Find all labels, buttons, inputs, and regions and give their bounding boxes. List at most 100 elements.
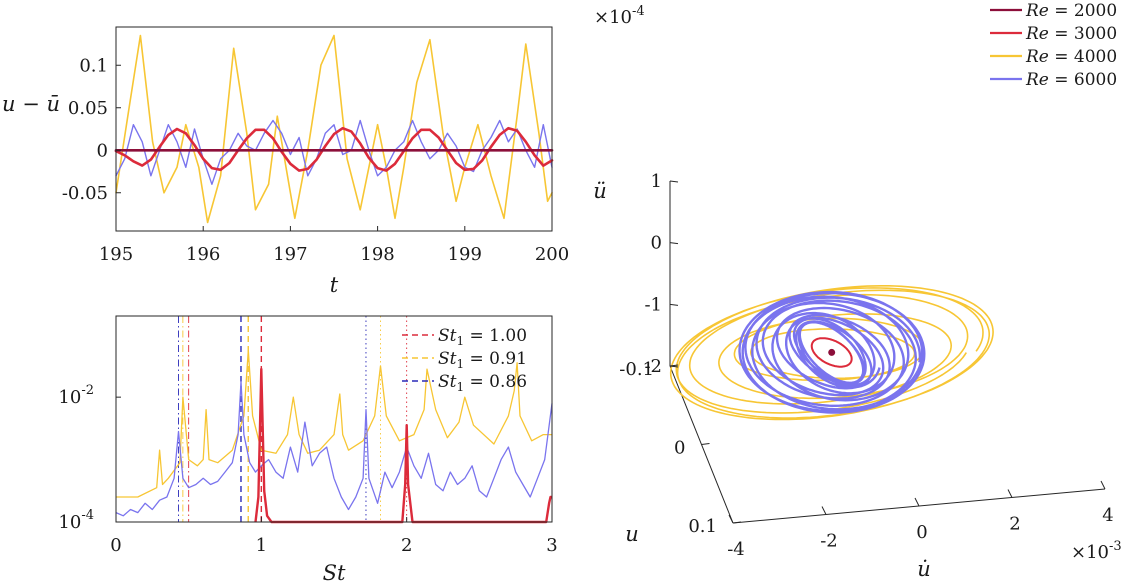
- phase-z-multiplier-base: ×10: [594, 7, 632, 28]
- timeseries-xtick-label: 200: [535, 244, 569, 265]
- spectrum-ytick-base: 10: [58, 512, 81, 533]
- phase-legend-value: = 3000: [1049, 24, 1117, 44]
- phase-orbits: [669, 285, 994, 421]
- phase-legend-symbol: Re: [1025, 24, 1049, 44]
- phase-u-tick: [669, 364, 679, 367]
- phase-u-tick: [701, 443, 710, 445]
- phase-u-tick-label: 0: [674, 438, 685, 459]
- phase-x-multiplier-exp: -3: [1109, 539, 1122, 554]
- phase-u-tick-label: 0.1: [688, 516, 717, 537]
- phase-orbit-3000: [810, 337, 853, 368]
- phase-uddot-tick-label: -1: [644, 294, 662, 315]
- spectrum-legend-label: St1 = 0.91: [438, 349, 527, 371]
- spectrum-line-3000: [254, 367, 552, 524]
- spectrum-legend-symbol: St: [438, 349, 457, 369]
- spectrum-legend-value: = 0.86: [464, 372, 527, 392]
- spectrum-ytick-label: 10-2: [58, 383, 94, 408]
- phase-udot-tick-label: -2: [820, 531, 838, 552]
- phase-uddot-tick-label: 0: [651, 233, 662, 254]
- spectrum-legend-value: = 1.00: [464, 326, 527, 346]
- timeseries-xtick-label: 198: [360, 244, 394, 265]
- phase-udot-tick-label: 0: [916, 522, 927, 543]
- phase-legend-symbol: Re: [1025, 47, 1049, 67]
- phase-z-multiplier-exp: -4: [632, 4, 645, 19]
- phase-udot-tick: [728, 514, 734, 524]
- phase-udot-tick: [1100, 480, 1106, 490]
- phase-legend-value: = 6000: [1049, 70, 1117, 90]
- phase-orbit-4000: [669, 285, 994, 421]
- timeseries-panel: 195 196 197 198 199 200 -0.05 0 0.05 0.1 t u − ū: [2, 26, 569, 297]
- phase-fixed-point-2000: [828, 348, 836, 356]
- timeseries-ticks: 195 196 197 198 199 200 -0.05 0 0.05 0.1: [62, 55, 569, 265]
- spectrum-axes-frame: [115, 315, 553, 523]
- spectrum-series: [115, 349, 553, 524]
- phase-udot-tick-label: 2: [1009, 514, 1020, 535]
- spectrum-legend-label: St1 = 0.86: [438, 372, 527, 394]
- phase-legend-symbol: Re: [1025, 1, 1049, 21]
- timeseries-ytick-label: -0.05: [62, 183, 108, 204]
- timeseries-xtick-label: 197: [273, 244, 307, 265]
- phase-u-tick: [732, 521, 742, 524]
- timeseries-line-4000: [115, 34, 553, 224]
- phase-x-multiplier-base: ×10: [1071, 542, 1109, 563]
- phase-xlabel: u̇: [917, 557, 931, 581]
- phase-udot-tick-label: 4: [1102, 505, 1113, 526]
- phase-udot-tick-label: -4: [727, 539, 745, 560]
- spectrum-line-4000: [116, 349, 552, 498]
- spectrum-legend-symbol: St: [438, 372, 457, 392]
- timeseries-axes-frame: [115, 26, 553, 232]
- phase-uddot-tick: [669, 180, 679, 183]
- spectrum-xtick-label: 1: [256, 535, 267, 556]
- timeseries-xtick-label: 195: [99, 244, 133, 265]
- phase-udot-tick: [1007, 489, 1013, 498]
- phase-uddot-tick: [669, 242, 679, 245]
- spectrum-ytick-base: 10: [58, 387, 81, 408]
- timeseries-ytick-label: 0.1: [79, 55, 108, 76]
- timeseries-xlabel: t: [330, 273, 339, 297]
- spectrum-legend-subscript: 1: [456, 357, 464, 371]
- phase-legend-label: Re = 6000: [1025, 70, 1117, 90]
- timeseries-ytick-label: 0: [97, 140, 108, 161]
- spectrum-legend-label: St1 = 1.00: [438, 326, 527, 348]
- spectrum-xtick-label: 0: [110, 535, 121, 556]
- spectrum-ticks: 0 1 2 310-410-2: [58, 383, 557, 556]
- timeseries-xtick-label: 196: [186, 244, 220, 265]
- phase-panel: -4 -2 0 2 410-1-2-0.100.1 u̇ ü u ×10-4 ×10-3…: [593, 1, 1121, 581]
- phase-legend-value: = 2000: [1049, 1, 1117, 21]
- spectrum-legend-subscript: 1: [456, 380, 464, 394]
- phase-legend-label: Re = 3000: [1025, 24, 1117, 44]
- phase-u-tick-label: -0.1: [619, 359, 654, 380]
- phase-uddot-tick: [669, 303, 679, 306]
- timeseries-line-3000: [114, 126, 554, 172]
- spectrum-legend-symbol: St: [438, 326, 457, 346]
- phase-legend-symbol: Re: [1025, 70, 1049, 90]
- timeseries-ylabel: u − ū: [2, 92, 60, 116]
- spectrum-ytick-exp: -4: [81, 508, 94, 523]
- spectrum-xtick-label: 2: [401, 535, 412, 556]
- phase-ylabel: ü: [593, 179, 607, 203]
- spectrum-line-6000: [115, 380, 553, 517]
- phase-ticks: -4 -2 0 2 410-1-2-0.100.1: [619, 171, 1113, 560]
- spectrum-ytick-label: 10-4: [58, 508, 94, 533]
- timeseries-series: [114, 34, 554, 224]
- phase-orbit-6000: [738, 290, 926, 414]
- spectrum-xtick-label: 3: [546, 535, 557, 556]
- timeseries-xtick-label: 199: [448, 244, 482, 265]
- phase-x-multiplier: ×10-3: [1071, 539, 1122, 563]
- spectrum-legend-value: = 0.91: [464, 349, 527, 369]
- spectrum-legend-subscript: 1: [456, 334, 464, 348]
- phase-z-multiplier: ×10-4: [594, 4, 645, 28]
- phase-legend-label: Re = 4000: [1025, 47, 1117, 67]
- timeseries-ytick-label: 0.05: [68, 98, 108, 119]
- spectrum-xlabel: St: [323, 561, 346, 582]
- phase-uddot-tick-label: 1: [651, 171, 662, 192]
- phase-udot-tick: [914, 497, 920, 507]
- timeseries-line-6000: [115, 119, 553, 186]
- phase-zlabel: u: [625, 522, 639, 546]
- phase-udot-tick: [821, 506, 827, 515]
- spectrum-reference-lines: [178, 316, 408, 522]
